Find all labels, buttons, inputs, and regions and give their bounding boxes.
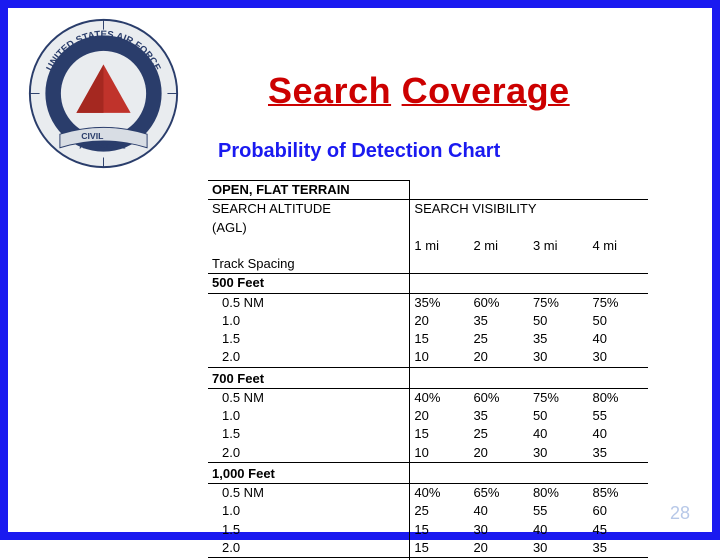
pod-value: 55 (529, 502, 589, 520)
spacing: 2.0 (208, 539, 410, 558)
logo-banner-bottom: AIR PATROL (79, 142, 125, 151)
pod-table: OPEN, FLAT TERRAINSEARCH ALTITUDESEARCH … (208, 180, 648, 560)
pod-value: 60% (469, 388, 529, 407)
pod-value: 50 (529, 312, 589, 330)
pod-value: 20 (410, 312, 470, 330)
pod-value: 40 (588, 330, 648, 348)
pod-value: 20 (469, 444, 529, 463)
pod-value: 20 (410, 407, 470, 425)
spacing: 1.0 (208, 502, 410, 520)
pod-value: 40 (529, 521, 589, 539)
track-spacing-label: Track Spacing (208, 255, 410, 274)
pod-value: 35 (469, 407, 529, 425)
pod-value: 30 (529, 539, 589, 558)
pod-value: 80% (529, 484, 589, 503)
visibility-label: SEARCH VISIBILITY (410, 200, 648, 219)
pod-value: 25 (410, 502, 470, 520)
pod-value: 20 (469, 539, 529, 558)
altitude-label: SEARCH ALTITUDE (208, 200, 410, 219)
pod-value: 35 (529, 330, 589, 348)
pod-value: 10 (410, 444, 470, 463)
pod-value: 30 (529, 444, 589, 463)
pod-value: 40% (410, 484, 470, 503)
spacing: 0.5 NM (208, 293, 410, 312)
page-number: 28 (670, 503, 690, 524)
pod-value: 15 (410, 425, 470, 443)
logo-banner-top: CIVIL (81, 131, 104, 141)
pod-value: 85% (588, 484, 648, 503)
pod-value: 15 (410, 521, 470, 539)
pod-value: 30 (469, 521, 529, 539)
vis-col-2: 3 mi (529, 237, 589, 255)
pod-value: 50 (529, 407, 589, 425)
pod-value: 35 (588, 444, 648, 463)
pod-value: 40 (529, 425, 589, 443)
pod-value: 80% (588, 388, 648, 407)
pod-value: 10 (410, 348, 470, 367)
slide-subtitle: Probability of Detection Chart (218, 140, 500, 163)
pod-value: 60% (469, 293, 529, 312)
pod-value: 40% (410, 388, 470, 407)
pod-value: 35 (588, 539, 648, 558)
spacing: 2.0 (208, 444, 410, 463)
spacing: 1.0 (208, 407, 410, 425)
pod-value: 35 (469, 312, 529, 330)
vis-col-0: 1 mi (410, 237, 470, 255)
title-word-1: Search (268, 70, 391, 111)
section-altitude: 500 Feet (208, 274, 410, 293)
pod-value: 75% (529, 388, 589, 407)
pod-value: 50 (588, 312, 648, 330)
spacing: 0.5 NM (208, 484, 410, 503)
pod-value: 30 (529, 348, 589, 367)
altitude-sub: (AGL) (208, 219, 410, 237)
cap-logo: UNITED STATES AIR FORCE AUXILIARY CIVIL … (26, 16, 181, 171)
pod-value: 75% (588, 293, 648, 312)
title-word-2: Coverage (402, 70, 570, 111)
pod-value: 25 (469, 425, 529, 443)
pod-value: 60 (588, 502, 648, 520)
spacing: 1.5 (208, 521, 410, 539)
pod-value: 15 (410, 539, 470, 558)
pod-value: 45 (588, 521, 648, 539)
terrain-label: OPEN, FLAT TERRAIN (208, 181, 410, 200)
slide-title: Search Coverage (268, 70, 570, 112)
pod-value: 25 (469, 330, 529, 348)
pod-value: 65% (469, 484, 529, 503)
pod-value: 40 (469, 502, 529, 520)
pod-value: 75% (529, 293, 589, 312)
spacing: 2.0 (208, 348, 410, 367)
spacing: 1.5 (208, 330, 410, 348)
spacing: 1.0 (208, 312, 410, 330)
spacing: 1.5 (208, 425, 410, 443)
spacing: 0.5 NM (208, 388, 410, 407)
pod-value: 30 (588, 348, 648, 367)
pod-value: 20 (469, 348, 529, 367)
section-altitude: 1,000 Feet (208, 465, 410, 484)
pod-value: 15 (410, 330, 470, 348)
pod-value: 35% (410, 293, 470, 312)
pod-value: 40 (588, 425, 648, 443)
pod-value: 55 (588, 407, 648, 425)
vis-col-3: 4 mi (588, 237, 648, 255)
vis-col-1: 2 mi (469, 237, 529, 255)
slide-frame: UNITED STATES AIR FORCE AUXILIARY CIVIL … (0, 0, 720, 540)
section-altitude: 700 Feet (208, 370, 410, 389)
